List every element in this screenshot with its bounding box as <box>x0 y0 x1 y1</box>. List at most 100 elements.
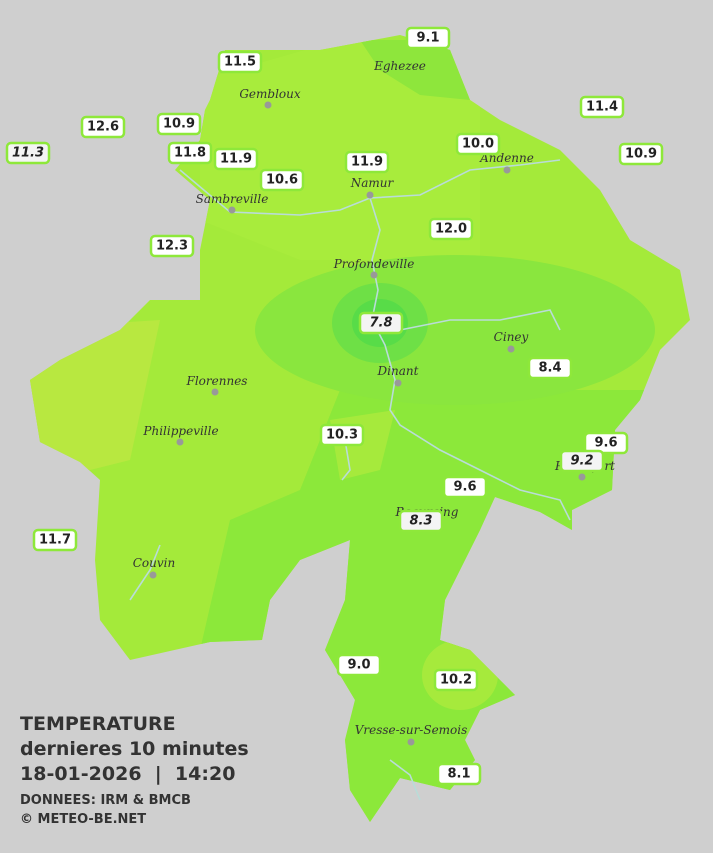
city-dot <box>366 191 374 199</box>
station-box <box>149 234 195 258</box>
station-label: 9.0 <box>336 653 382 677</box>
station-label: 12.3 <box>149 234 195 258</box>
station-box <box>32 528 78 552</box>
station-label: 10.9 <box>618 142 664 166</box>
city-dot <box>394 379 402 387</box>
station-label: 12.6 <box>80 115 126 139</box>
station-box <box>336 653 382 677</box>
station-value: 7.8 <box>369 316 392 331</box>
station-label: 10.2 <box>433 668 479 692</box>
station-label: 10.9 <box>156 112 202 136</box>
station-value: 9.6 <box>453 480 476 495</box>
credit: © METEO-BE.NET <box>20 812 146 827</box>
station-label: 11.5 <box>217 50 263 74</box>
station-box <box>213 147 259 171</box>
station-box <box>618 142 664 166</box>
station-box <box>217 50 263 74</box>
station-label: 9.1 <box>405 26 451 50</box>
station-value: 10.3 <box>326 428 358 443</box>
station-value: 11.7 <box>39 533 71 548</box>
station-label: 10.0 <box>455 132 501 156</box>
station-box <box>433 668 479 692</box>
station-value: 10.2 <box>440 673 472 688</box>
station-label: 8.3 <box>398 509 444 533</box>
station-box <box>436 762 482 786</box>
station-value: 11.4 <box>586 100 618 115</box>
station-value: 9.0 <box>347 658 370 673</box>
station-value: 10.9 <box>625 147 657 162</box>
city-name: Eghezee <box>373 59 426 73</box>
city-name: Florennes <box>186 374 248 388</box>
city-dot <box>507 345 515 353</box>
station-value: 8.3 <box>409 514 432 529</box>
station-value: 12.6 <box>87 120 119 135</box>
station-label: 12.0 <box>428 217 474 241</box>
city-dot <box>370 271 378 279</box>
station-value: 9.2 <box>570 454 593 469</box>
station-box <box>167 141 213 165</box>
station-value: 12.3 <box>156 239 188 254</box>
station-box <box>398 509 444 533</box>
title: TEMPERATURE <box>20 713 176 735</box>
station-label: 11.3 <box>5 141 51 165</box>
station-label: 11.7 <box>32 528 78 552</box>
station-box <box>344 150 390 174</box>
station-value: 11.9 <box>220 152 252 167</box>
station-label: 9.6 <box>583 431 629 455</box>
station-value: 11.9 <box>351 155 383 170</box>
city-name: Ciney <box>494 330 529 344</box>
station-label: 9.2 <box>559 449 605 473</box>
station-box <box>358 311 404 335</box>
city-dot <box>211 388 219 396</box>
city-dot <box>176 438 184 446</box>
station-box <box>442 475 488 499</box>
station-value: 12.0 <box>435 222 467 237</box>
city-name: Dinant <box>377 364 419 378</box>
station-box <box>559 449 605 473</box>
station-value: 8.4 <box>538 361 561 376</box>
station-box <box>259 168 305 192</box>
timestamp: 18-01-2026 | 14:20 <box>20 763 235 785</box>
station-value: 11.8 <box>174 146 206 161</box>
station-box <box>156 112 202 136</box>
station-value: 10.6 <box>266 173 298 188</box>
station-box <box>583 431 629 455</box>
station-label: 11.8 <box>167 141 213 165</box>
station-label: 7.8 <box>358 311 404 335</box>
station-box <box>428 217 474 241</box>
station-label: 8.4 <box>527 356 573 380</box>
station-value: 10.9 <box>163 117 195 132</box>
station-label: 11.4 <box>579 95 625 119</box>
station-label: 11.9 <box>344 150 390 174</box>
station-label: 11.9 <box>213 147 259 171</box>
station-value: 10.0 <box>462 137 494 152</box>
station-value: 9.1 <box>416 31 439 46</box>
city-name: Philippeville <box>142 424 218 438</box>
station-box <box>80 115 126 139</box>
city-dot <box>228 206 236 214</box>
station-label: 10.3 <box>319 423 365 447</box>
station-box <box>405 26 451 50</box>
station-value: 9.6 <box>594 436 617 451</box>
station-label: 9.6 <box>442 475 488 499</box>
station-box <box>5 141 51 165</box>
source: DONNEES: IRM & BMCB <box>20 793 191 808</box>
city-name: Sambreville <box>196 192 269 206</box>
city-dot <box>264 101 272 109</box>
city-dot <box>407 738 415 746</box>
station-box <box>319 423 365 447</box>
city-name: Couvin <box>133 556 175 570</box>
station-value: 8.1 <box>447 767 470 782</box>
city-name: Namur <box>350 176 395 190</box>
station-label: 10.6 <box>259 168 305 192</box>
city-dot <box>578 473 586 481</box>
city-name: Gembloux <box>239 87 301 101</box>
subtitle: dernieres 10 minutes <box>20 738 249 760</box>
city-dot <box>149 571 157 579</box>
stations: 9.1 11.5 11.4 12.6 10.9 11.3 11.8 11.9 10.0 10.9 1… <box>5 26 664 786</box>
station-box <box>527 356 573 380</box>
station-label: 8.1 <box>436 762 482 786</box>
station-value: 11.5 <box>224 55 256 70</box>
station-box <box>455 132 501 156</box>
